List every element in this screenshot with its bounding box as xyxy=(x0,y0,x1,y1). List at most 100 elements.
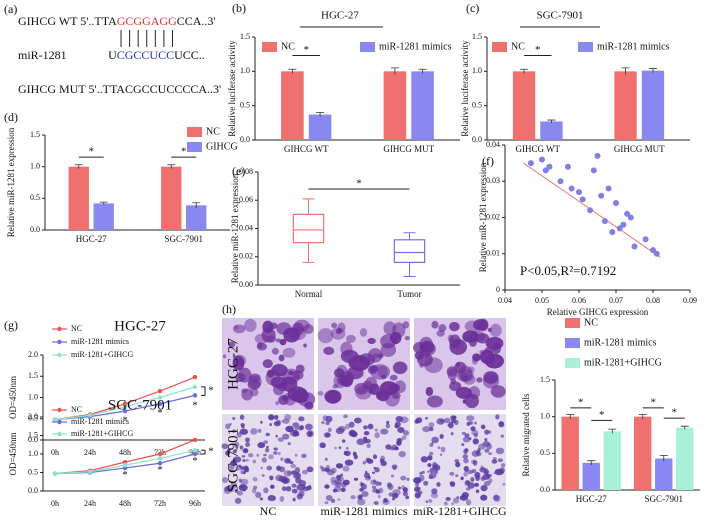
cell xyxy=(464,480,471,486)
cell xyxy=(415,482,420,487)
bar xyxy=(540,121,563,140)
error-bar xyxy=(288,68,297,74)
legend-label: miR-1281 mimics xyxy=(597,41,670,52)
chart: 0.0 0.5 1.0 1.5 Relative miR-1281 expression… xyxy=(6,126,238,244)
point xyxy=(609,229,616,235)
cell xyxy=(280,457,284,461)
cell xyxy=(260,466,263,470)
cell xyxy=(406,477,410,481)
cell xyxy=(267,495,276,502)
cell xyxy=(440,453,443,456)
marker xyxy=(157,461,163,466)
cell xyxy=(472,460,478,466)
cell xyxy=(238,478,242,483)
cell xyxy=(294,453,298,457)
cell xyxy=(475,451,482,457)
cell xyxy=(380,428,389,435)
cell xyxy=(367,348,383,363)
cell xyxy=(299,425,305,430)
y-axis-label: OD=450nm xyxy=(8,376,18,419)
cell xyxy=(424,357,443,374)
cell xyxy=(273,451,278,455)
significance: * xyxy=(157,464,163,476)
cell xyxy=(279,496,285,502)
cell xyxy=(255,491,262,498)
marker xyxy=(52,471,58,476)
cell xyxy=(327,427,332,433)
point xyxy=(653,250,660,257)
x-tick-label: GIHCG MUT xyxy=(614,144,665,154)
micrograph xyxy=(413,414,506,506)
cell xyxy=(455,461,461,468)
cell xyxy=(428,422,435,428)
point xyxy=(650,247,656,254)
bar xyxy=(512,71,536,140)
y-tick-label: 1.0 xyxy=(240,66,250,75)
y-tick-label: 2.0 xyxy=(28,350,38,359)
seq-site: GCGGAGG xyxy=(117,14,177,28)
x-tick-label: 0h xyxy=(51,448,59,457)
cell xyxy=(443,501,448,506)
cell xyxy=(292,389,309,403)
cell xyxy=(424,352,430,359)
cell xyxy=(236,490,243,496)
cell xyxy=(323,346,335,355)
cell xyxy=(448,421,454,429)
cell xyxy=(302,486,310,492)
row-label: HGC-27 xyxy=(225,338,241,390)
cell xyxy=(335,463,344,469)
cell xyxy=(232,429,236,434)
cell xyxy=(325,390,341,404)
panel-label: (e) xyxy=(232,164,245,178)
cell xyxy=(477,448,481,453)
error-bar xyxy=(316,112,325,117)
cell xyxy=(263,453,267,457)
cell xyxy=(402,321,410,329)
cell xyxy=(469,421,474,425)
chart: 0.0 0.5 1.0 1.5 Relative migrated cells HGC-2… xyxy=(521,317,700,504)
error-bar xyxy=(608,428,617,434)
cell xyxy=(304,401,314,410)
marker xyxy=(192,374,198,380)
cell xyxy=(446,366,458,377)
cell xyxy=(450,432,454,436)
y-tick-label: 0 xyxy=(496,285,500,294)
cell xyxy=(372,353,379,359)
column-label: NC xyxy=(260,504,277,518)
cell xyxy=(298,416,305,422)
cell xyxy=(414,486,421,493)
cell xyxy=(476,377,483,383)
cell xyxy=(401,435,407,440)
cell xyxy=(459,494,468,501)
column-label: miR-1281 mimics xyxy=(321,504,408,518)
cell xyxy=(356,438,366,446)
bar xyxy=(634,416,652,490)
cell xyxy=(306,430,314,438)
column-label: miR-1281+GIHCG xyxy=(413,504,507,518)
chart-title: HGC-27 xyxy=(321,10,359,22)
x-tick-label: GIHCG WT xyxy=(515,144,560,154)
cell xyxy=(365,457,371,463)
marker xyxy=(192,451,198,457)
cell xyxy=(373,466,377,470)
cell xyxy=(256,342,263,349)
whisker xyxy=(403,262,416,278)
cell xyxy=(357,498,366,506)
point xyxy=(620,221,627,228)
cell xyxy=(360,482,364,486)
cell xyxy=(233,456,242,463)
cell xyxy=(228,341,236,348)
cell xyxy=(234,441,240,449)
x-tick-label: 48h xyxy=(119,499,131,508)
legend-swatch xyxy=(187,142,202,152)
cell xyxy=(481,467,485,470)
chart: 0 0.01 0.02 0.03 0.04 Relative miR-1281 expre… xyxy=(478,140,697,317)
cell xyxy=(240,478,249,486)
cell xyxy=(366,443,371,448)
error-bar xyxy=(621,67,630,75)
cell xyxy=(388,492,393,497)
cell xyxy=(465,487,471,491)
cell xyxy=(394,446,399,451)
cell xyxy=(345,447,349,450)
cell xyxy=(376,389,390,402)
